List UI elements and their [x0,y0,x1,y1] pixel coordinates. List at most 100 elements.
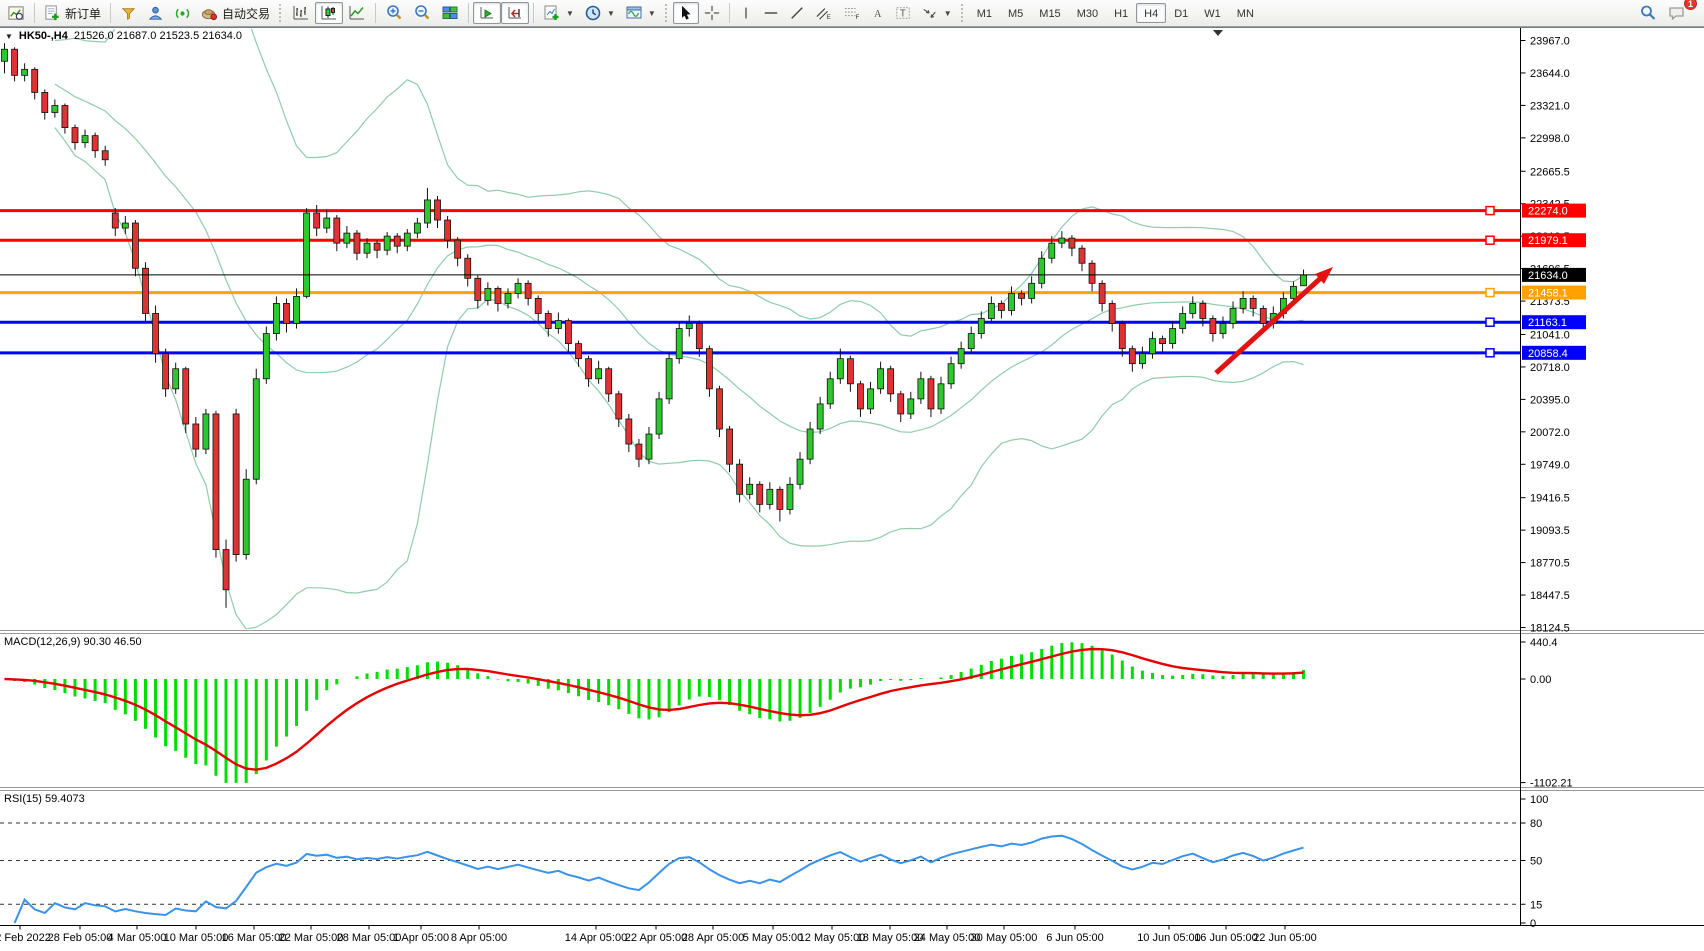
divider [533,3,535,23]
strategy-signal-button[interactable] [169,2,196,24]
vertical-line-tool-button[interactable] [734,2,758,24]
templates-button[interactable]: ▼ [620,2,661,24]
timeframe-button-mn[interactable]: MN [1236,8,1254,20]
autotrading-label: 自动交易 [222,6,271,21]
price-tick-label: 23644.0 [1530,68,1570,80]
rsi-tick-label: 50 [1530,856,1542,868]
cursor-tool-button[interactable] [672,2,699,24]
rsi-tick-label: 0 [1530,918,1536,930]
autotrading-button[interactable]: 自动交易 [196,2,275,24]
macd-tick-label: -1102.21 [1530,778,1573,790]
timeframe-button-d1[interactable]: D1 [1174,8,1189,20]
price-tick-label: 18770.5 [1530,558,1570,570]
tile-windows-button[interactable] [436,2,464,24]
notifications-button[interactable]: 1 [1662,0,1697,24]
horizontal-line-tool-button[interactable] [758,2,784,24]
price-tick-label: 22998.0 [1530,133,1570,145]
price-tick-label: 19416.5 [1530,493,1570,505]
rsi-panel [0,822,1520,924]
time-axis-label: 10 Mar 05:00 [164,932,229,944]
timeframe-button-w1[interactable]: W1 [1204,8,1221,20]
market-watch-button[interactable] [115,2,142,24]
chart-shift-button[interactable] [501,2,530,24]
timeframe-button-h4[interactable]: H4 [1136,3,1167,23]
trend-arrow-annotation[interactable] [1214,267,1333,375]
time-axis-label: 14 Apr 05:00 [565,932,627,944]
line-chart-mode-button[interactable] [343,2,371,24]
price-axis[interactable]: 23967.023644.023321.022998.022665.522342… [1520,36,1570,635]
bar-chart-mode-button[interactable] [287,2,315,24]
macd-axis[interactable]: 440.4 0.00 -1102.21 [1520,637,1573,790]
trendline-icon [790,7,803,19]
chevron-down-icon: ▼ [566,8,574,18]
time-axis-label: 30 May 05:00 [971,932,1038,944]
divider [34,3,35,23]
timeframe-button-m15[interactable]: M15 [1039,8,1061,20]
trendline-tool-button[interactable] [784,2,810,24]
text-label-icon: T [896,7,910,20]
chart-ohlc-values: 21526.0 21687.0 21523.5 21634.0 [73,30,243,42]
level-line-handle[interactable] [1485,205,1495,216]
fibonacci-tool-button[interactable]: F [838,2,866,24]
data-window-button[interactable] [142,2,169,24]
text-tool-button[interactable]: A [866,2,890,24]
macd-tick-label: 440.4 [1530,637,1558,649]
time-axis-label: 22 Mar 05:00 [279,932,344,944]
vertical-line-icon [745,7,747,19]
timeframe-button-m1[interactable]: M1 [976,8,992,20]
timeframe-button-m5[interactable]: M5 [1008,8,1024,20]
level-line-handle[interactable] [1485,287,1495,298]
chart-shift-marker[interactable] [1213,30,1223,36]
svg-text:E: E [826,14,830,21]
app-chart-button[interactable] [3,2,30,24]
collapse-triangle-icon[interactable]: ▼ [5,31,13,41]
level-line-handle[interactable] [1485,348,1495,358]
candlestick-icon [321,6,337,20]
time-axis-label: 4 Mar 05:00 [108,932,167,944]
divider [728,3,730,23]
text-label-tool-button[interactable]: T [890,2,916,24]
candlesticks [1,43,1307,608]
period-clock-icon [585,5,601,21]
autoscroll-button[interactable] [473,2,502,24]
rsi-axis[interactable]: 100 80 50 15 0 [1520,794,1549,930]
price-tick-label: 22665.5 [1530,166,1570,178]
toolbar-grip [664,4,669,22]
arrows-tool-button[interactable]: ▼ [916,2,957,24]
time-axis-label: 12 May 05:00 [799,932,866,944]
level-line-handle[interactable] [1485,317,1495,327]
chevron-down-icon: ▼ [943,8,952,18]
time-axis-label: 24 May 05:00 [914,932,981,944]
svg-text:F: F [855,14,859,21]
channel-icon: E [816,8,831,21]
crosshair-tool-button[interactable] [699,2,725,24]
crosshair-icon [704,5,719,21]
horizontal-level-lines [0,205,1520,358]
svg-text:A: A [874,9,882,20]
macd-indicator-label: MACD(12,26,9) 90.30 46.50 [4,636,142,648]
search-button[interactable] [1634,2,1662,24]
line-chart-icon [349,6,365,20]
rsi-tick-label: 15 [1530,899,1542,911]
new-order-icon [45,4,59,20]
app-chart-icon [8,5,24,20]
channel-tool-button[interactable]: E [810,2,838,24]
zoom-in-button[interactable] [380,2,408,24]
timeframe-button-h1[interactable]: H1 [1114,8,1129,20]
level-line-handle[interactable] [1485,235,1495,245]
zoom-in-icon [387,5,402,20]
timeframe-button-m30[interactable]: M30 [1076,8,1099,20]
price-flag-label: 20858.4 [1528,348,1568,360]
periods-button[interactable]: ▼ [579,2,620,24]
time-axis-label: 22 Feb 2022 [0,932,51,944]
text-icon: A [874,9,882,20]
new-order-button[interactable]: 新订单 [39,2,106,24]
candlestick-mode-button[interactable] [315,2,344,24]
price-flag-label: 21458.1 [1528,288,1568,300]
zoom-out-button[interactable] [408,2,436,24]
rsi-indicator-label: RSI(15) 59.4073 [4,793,85,805]
new-chart-button[interactable]: ▼ [538,2,579,24]
